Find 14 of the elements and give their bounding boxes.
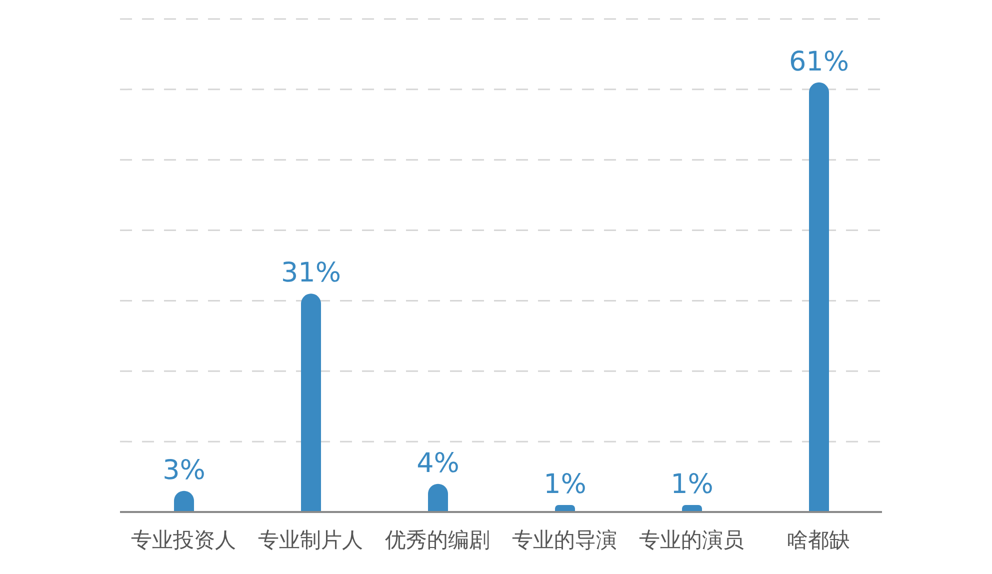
bar	[301, 294, 321, 512]
data-label: 3%	[162, 454, 206, 486]
data-label: 1%	[544, 468, 586, 500]
x-tick-label: 专业制片人	[258, 528, 363, 552]
data-label: 1%	[670, 468, 714, 500]
data-label: 61%	[788, 46, 850, 78]
bar	[809, 82, 829, 512]
data-label: 4%	[416, 448, 460, 479]
x-tick-label: 专业的演员	[639, 528, 744, 552]
x-tick-label: 专业投资人	[131, 528, 236, 552]
x-tick-label: 啥都缺	[787, 528, 850, 552]
x-tick-label: 专业的导演	[512, 528, 617, 552]
x-tick-label: 优秀的编剧	[385, 528, 490, 552]
data-label: 31%	[280, 258, 342, 289]
